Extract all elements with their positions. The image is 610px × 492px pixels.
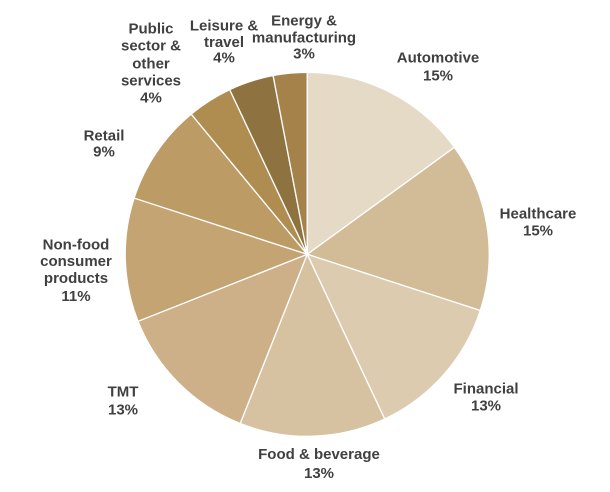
svg-text:Non-food: Non-food	[43, 237, 110, 254]
svg-text:13%: 13%	[108, 402, 138, 419]
svg-text:travel: travel	[204, 34, 244, 51]
svg-text:consumer: consumer	[40, 253, 112, 270]
svg-text:Automotive: Automotive	[397, 50, 480, 67]
svg-text:TMT: TMT	[108, 384, 139, 401]
svg-text:Public: Public	[128, 21, 173, 38]
svg-text:Leisure &: Leisure &	[190, 18, 259, 35]
svg-text:9%: 9%	[93, 144, 115, 161]
svg-text:11%: 11%	[61, 288, 90, 305]
svg-text:Financial: Financial	[453, 381, 518, 398]
svg-text:15%: 15%	[523, 223, 553, 240]
svg-text:15%: 15%	[423, 68, 453, 85]
svg-text:manufacturing: manufacturing	[252, 30, 356, 47]
svg-text:other: other	[132, 56, 170, 73]
svg-text:4%: 4%	[140, 90, 162, 107]
svg-text:services: services	[121, 73, 181, 90]
svg-text:Energy &: Energy &	[271, 13, 337, 30]
svg-text:3%: 3%	[293, 46, 315, 63]
svg-text:Food & beverage: Food & beverage	[258, 446, 380, 463]
svg-text:4%: 4%	[213, 50, 235, 67]
svg-text:13%: 13%	[304, 465, 334, 482]
svg-text:Healthcare: Healthcare	[500, 206, 577, 223]
svg-text:sector &: sector &	[121, 38, 181, 55]
svg-text:products: products	[44, 270, 108, 287]
svg-text:13%: 13%	[471, 398, 501, 415]
svg-text:Retail: Retail	[84, 128, 125, 145]
